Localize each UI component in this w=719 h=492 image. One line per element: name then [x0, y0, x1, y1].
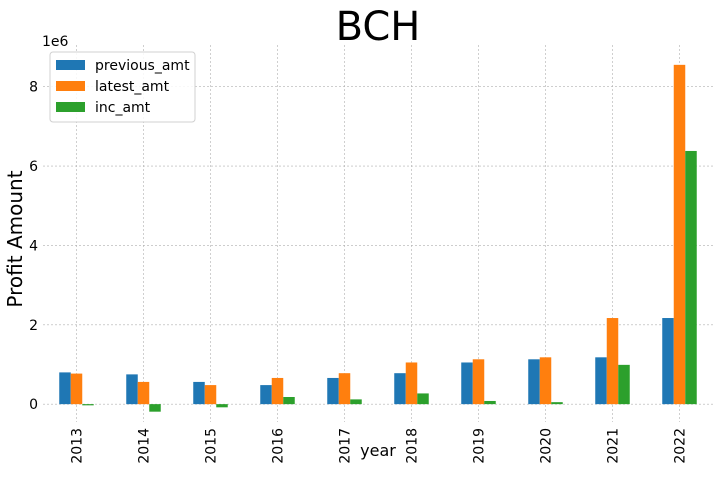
- y-tick-label: 4: [29, 238, 38, 254]
- bar-previous-amt-2013: [59, 372, 71, 405]
- bar-latest-amt-2014: [137, 381, 150, 405]
- bar-previous-amt-2015: [193, 381, 205, 405]
- bar-latest-amt-2022: [673, 64, 686, 405]
- bar-inc-amt-2019: [484, 400, 496, 405]
- y-tick-label: 6: [29, 159, 38, 175]
- legend-frame: [49, 51, 196, 123]
- x-tick-label: 2015: [204, 428, 220, 464]
- legend-swatch-latest-amt: [56, 81, 85, 91]
- legend: previous_amt latest_amt inc_amt: [49, 51, 196, 123]
- bar-previous-amt-2017: [327, 377, 339, 405]
- bar-previous-amt-2016: [260, 385, 272, 405]
- bar-inc-amt-2016: [283, 396, 295, 405]
- bar-latest-amt-2021: [606, 318, 619, 405]
- bar-latest-amt-2018: [405, 362, 418, 405]
- x-tick-label: 2019: [472, 428, 488, 464]
- y-tick-label: 8: [29, 80, 38, 96]
- bar-latest-amt-2015: [204, 385, 217, 405]
- bar-inc-amt-2017: [350, 399, 362, 405]
- bar-latest-amt-2019: [472, 359, 485, 405]
- legend-swatch-previous-amt: [56, 60, 85, 70]
- bar-latest-amt-2013: [70, 373, 83, 405]
- x-tick-label: 2021: [606, 428, 622, 464]
- x-tick-labels: 2013 2014 2015 2016 2017 2018 2019 2020 2021 2022: [70, 428, 689, 464]
- bar-latest-amt-2020: [539, 357, 552, 405]
- x-tick-label: 2016: [271, 428, 287, 464]
- bar-inc-amt-2018: [417, 393, 429, 405]
- bar-inc-amt-2022: [685, 150, 697, 405]
- bar-previous-amt-2021: [595, 357, 607, 405]
- bar-previous-amt-2019: [461, 362, 473, 405]
- x-tick-label: 2018: [405, 428, 421, 464]
- y-axis-label: Profit Amount: [3, 170, 27, 307]
- legend-label-inc-amt: inc_amt: [95, 100, 151, 116]
- x-tick-label: 2022: [673, 428, 689, 464]
- legend-swatch-inc-amt: [56, 102, 85, 112]
- bar-latest-amt-2017: [338, 373, 351, 405]
- chart-title: BCH: [336, 4, 421, 50]
- bar-inc-amt-2015: [216, 404, 228, 408]
- y-tick-label: 2: [29, 318, 38, 334]
- bar-previous-amt-2014: [126, 374, 138, 405]
- legend-label-latest-amt: latest_amt: [95, 79, 170, 95]
- bar-inc-amt-2014: [149, 404, 161, 412]
- bar-inc-amt-2013: [82, 404, 94, 406]
- y-tick-label: 0: [29, 397, 38, 413]
- bars: [59, 64, 697, 412]
- bar-previous-amt-2022: [662, 318, 674, 405]
- x-axis-label: year: [360, 441, 396, 460]
- x-tick-label: 2014: [137, 428, 153, 464]
- bar-inc-amt-2020: [551, 402, 563, 405]
- bar-previous-amt-2020: [528, 359, 540, 405]
- legend-label-previous-amt: previous_amt: [95, 58, 190, 74]
- y-offset-label: 1e6: [42, 34, 69, 50]
- x-tick-label: 2013: [70, 428, 86, 464]
- bar-previous-amt-2018: [394, 373, 406, 405]
- bar-latest-amt-2016: [271, 377, 284, 405]
- y-tick-labels: 0 2 4 6 8: [29, 80, 38, 413]
- x-tick-label: 2020: [539, 428, 555, 464]
- bar-inc-amt-2021: [618, 364, 630, 405]
- x-tick-label: 2017: [338, 428, 354, 464]
